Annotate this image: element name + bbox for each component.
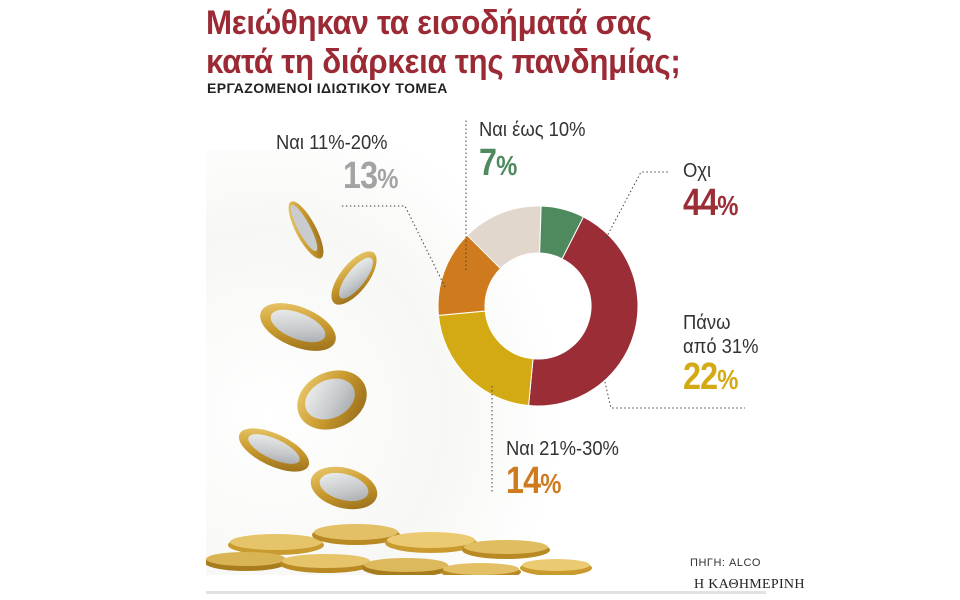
donut-slice-4 xyxy=(539,205,585,260)
source-note: ΠΗΓΗ: ALCO xyxy=(690,557,761,569)
chart-subtitle: ΕΡΓΑΖΟΜΕΝΟΙ ΙΔΙΩΤΙΚΟΥ ΤΟΜΕΑ xyxy=(207,80,448,96)
coin-icon xyxy=(331,251,377,305)
coin-icon xyxy=(260,303,336,351)
coin-icon xyxy=(310,466,378,510)
title-line-1: Μειώθηκαν τα εισοδήματά σας xyxy=(206,4,652,42)
brand-logo: Η ΚΑΘΗΜΕΡΙΝΗ xyxy=(694,577,805,592)
slice-value-nai-eos-10: 7% xyxy=(479,142,517,184)
leader-line-oxi xyxy=(605,171,668,239)
coin-pile xyxy=(206,524,626,590)
slice-label-nai-eos-10: Ναι έως 10% xyxy=(479,119,586,141)
slice-value-oxi: 44% xyxy=(683,182,738,224)
coin-icon xyxy=(297,370,367,430)
donut-slice-0 xyxy=(528,216,639,407)
footer-rule xyxy=(206,591,766,594)
slice-value-nai-21-30: 14% xyxy=(506,460,561,502)
slice-label-nai-11-20: Ναι 11%-20% xyxy=(276,132,388,154)
slice-label-pano-line2: από 31% xyxy=(683,336,759,358)
leader-line-nai-11-20 xyxy=(341,205,446,288)
leader-line-pano xyxy=(603,377,745,409)
slice-label-nai-21-30: Ναι 21%-30% xyxy=(506,438,619,460)
slice-value-pano: 22% xyxy=(683,356,738,398)
coin-icon xyxy=(288,201,324,259)
donut-slice-1 xyxy=(437,310,534,407)
chart-title: Μειώθηκαν τα εισοδήματά σας κατά τη διάρ… xyxy=(206,4,721,82)
title-line-2: κατά τη διάρκεια της πανδημίας; xyxy=(206,43,681,81)
slice-label-oxi: Οχι xyxy=(683,160,712,182)
slice-label-pano-line1: Πάνω xyxy=(683,312,731,334)
coin-icon xyxy=(238,428,310,472)
slice-value-nai-11-20: 13% xyxy=(343,155,398,197)
